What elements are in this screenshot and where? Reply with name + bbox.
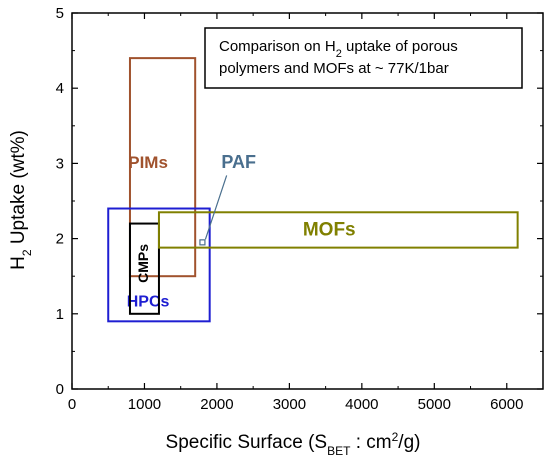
region-cmps-label: CMPs	[135, 244, 151, 283]
y-tick-label: 2	[56, 231, 64, 248]
x-tick-label: 0	[68, 396, 76, 413]
y-axis-title: H2 Uptake (wt%)	[8, 130, 34, 270]
region-mofs-label: MOFs	[303, 219, 356, 240]
region-pims-box	[128, 57, 197, 278]
x-tick-label: 3000	[273, 396, 306, 413]
y-tick-label: 0	[56, 381, 64, 398]
region-cmps-box	[128, 222, 160, 315]
region-mofs-box	[157, 211, 519, 249]
paf-leader-line	[204, 175, 228, 240]
y-tick-label: 3	[56, 155, 64, 172]
region-hpcs-label: HPCs	[127, 294, 170, 311]
note-line-2: polymers and MOFs at ~ 77K/1bar	[219, 60, 449, 77]
note-line-1: Comparison on H2 uptake of porous	[219, 38, 458, 60]
x-tick-label: 2000	[200, 396, 233, 413]
region-hpcs-box	[107, 207, 211, 323]
x-tick-label: 1000	[128, 396, 161, 413]
paf-label: PAF	[221, 152, 256, 172]
x-axis-title: Specific Surface (SBET : cm2/g)	[166, 430, 421, 458]
y-tick-label: 5	[56, 5, 64, 22]
y-tick-label: 1	[56, 306, 64, 323]
region-pims-label: PIMs	[128, 153, 168, 172]
note-box	[204, 27, 523, 89]
paf-point	[199, 239, 206, 246]
x-tick-label: 6000	[490, 396, 523, 413]
x-tick-label: 4000	[345, 396, 378, 413]
y-tick-label: 4	[56, 80, 64, 97]
x-tick-label: 5000	[418, 396, 451, 413]
